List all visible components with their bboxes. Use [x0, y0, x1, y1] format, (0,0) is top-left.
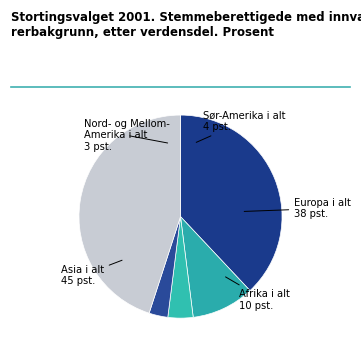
Text: Europa i alt
38 pst.: Europa i alt 38 pst.	[244, 198, 351, 219]
Wedge shape	[168, 217, 193, 318]
Text: Stortingsvalget 2001. Stemmeberettigede med innvand-
rerbakgrunn, etter verdensd: Stortingsvalget 2001. Stemmeberettigede …	[11, 11, 361, 39]
Wedge shape	[149, 217, 180, 317]
Wedge shape	[79, 115, 180, 313]
Text: Sør-Amerika i alt
4 pst.: Sør-Amerika i alt 4 pst.	[196, 110, 285, 142]
Text: Afrika i alt
10 pst.: Afrika i alt 10 pst.	[226, 277, 290, 311]
Text: Asia i alt
45 pst.: Asia i alt 45 pst.	[61, 260, 122, 286]
Wedge shape	[180, 115, 282, 291]
Wedge shape	[180, 217, 250, 317]
Text: Nord- og Mellom-
Amerika i alt
3 pst.: Nord- og Mellom- Amerika i alt 3 pst.	[84, 119, 170, 152]
